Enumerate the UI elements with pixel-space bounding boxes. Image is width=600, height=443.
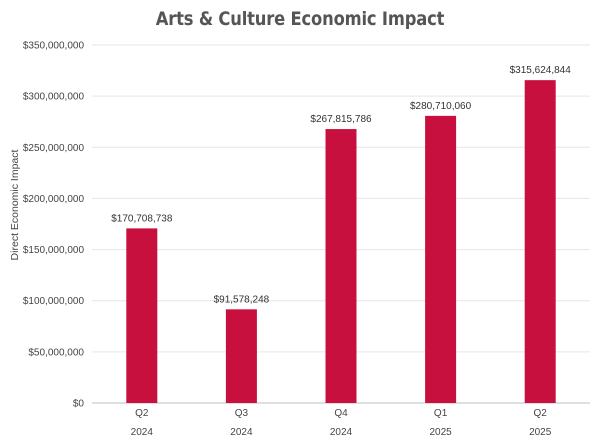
y-axis-title: Direct Economic Impact [9, 149, 21, 260]
y-axis-tick-labels: $0 $50,000,000 $100,000,000 $150,000,000 $20… [23, 41, 85, 410]
x-tick-label-quarter: Q2 [135, 408, 149, 419]
y-tick-label: $0 [73, 399, 85, 410]
bar [425, 115, 457, 403]
y-tick-label: $200,000,000 [23, 194, 85, 205]
chart-title: Arts & Culture Economic Impact [155, 8, 445, 30]
x-tick-label-quarter: Q2 [534, 408, 548, 419]
x-tick-label-quarter: Q3 [235, 408, 249, 419]
data-label: $170,708,738 [111, 213, 173, 224]
y-tick-label: $350,000,000 [23, 41, 85, 52]
data-label: $315,624,844 [510, 65, 572, 76]
y-tick-label: $100,000,000 [23, 296, 85, 307]
data-labels: $170,708,738 $91,578,248 $267,815,786 $280,… [111, 65, 571, 305]
x-tick-label-quarter: Q1 [434, 408, 448, 419]
bar [225, 309, 257, 403]
x-tick-label-year: 2025 [529, 427, 552, 438]
bar [524, 80, 556, 403]
bar [126, 228, 158, 403]
y-tick-label: $150,000,000 [23, 245, 85, 256]
data-label: $267,815,786 [310, 114, 372, 125]
x-tick-label-year: 2024 [131, 427, 154, 438]
x-tick-label-year: 2024 [330, 427, 353, 438]
bar [325, 129, 357, 403]
data-label: $280,710,060 [410, 101, 472, 112]
x-axis-tick-labels: Q2 2024 Q3 2024 Q4 2024 Q1 2025 Q2 2025 [131, 408, 552, 438]
y-tick-label: $300,000,000 [23, 92, 85, 103]
y-tick-label: $50,000,000 [28, 347, 84, 358]
x-tick-label-year: 2024 [230, 427, 253, 438]
y-tick-label: $250,000,000 [23, 143, 85, 154]
x-tick-label-quarter: Q4 [334, 408, 348, 419]
x-tick-label-year: 2025 [429, 427, 452, 438]
data-label: $91,578,248 [214, 294, 270, 305]
bars [126, 80, 556, 403]
